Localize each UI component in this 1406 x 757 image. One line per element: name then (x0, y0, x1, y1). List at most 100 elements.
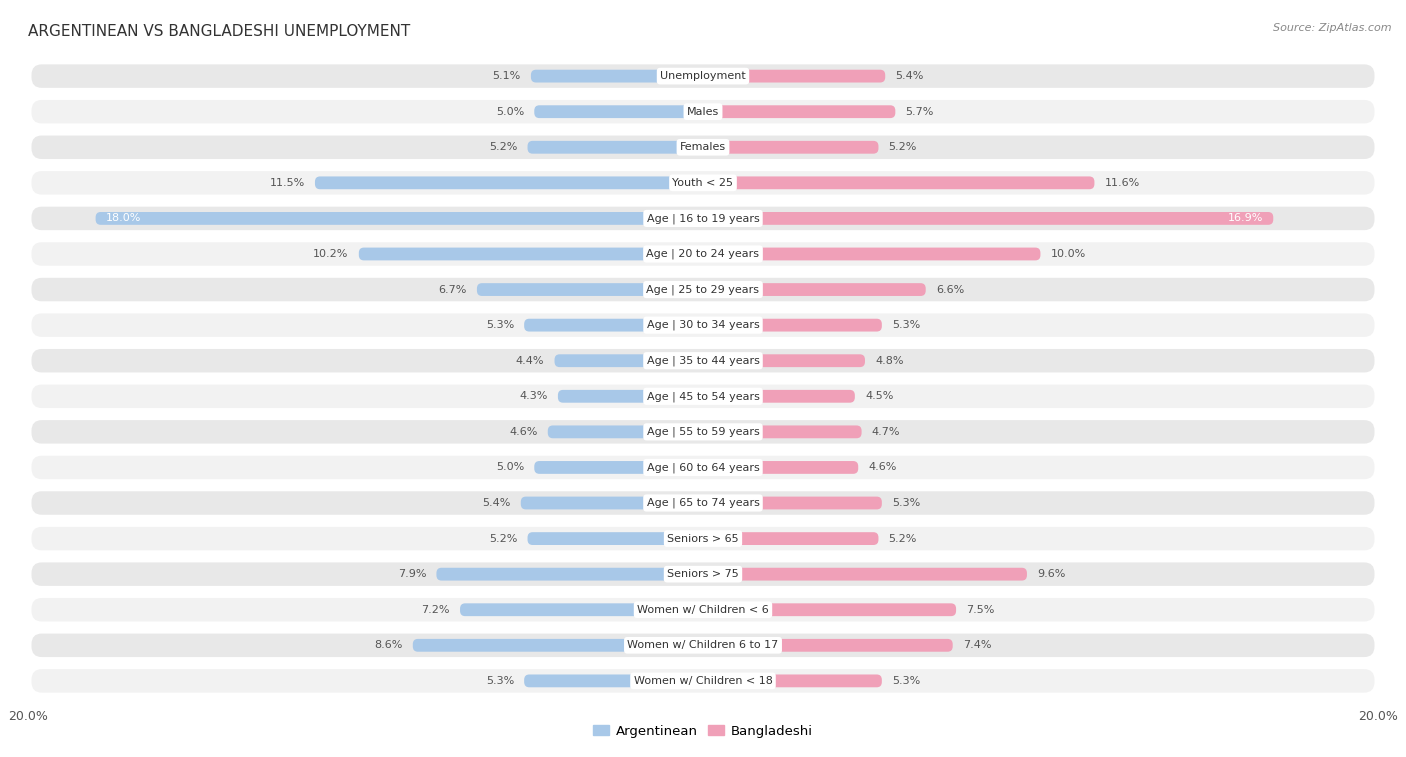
FancyBboxPatch shape (31, 491, 1375, 515)
FancyBboxPatch shape (703, 461, 858, 474)
FancyBboxPatch shape (31, 278, 1375, 301)
Text: ARGENTINEAN VS BANGLADESHI UNEMPLOYMENT: ARGENTINEAN VS BANGLADESHI UNEMPLOYMENT (28, 24, 411, 39)
Text: Unemployment: Unemployment (661, 71, 745, 81)
FancyBboxPatch shape (527, 141, 703, 154)
Text: 11.5%: 11.5% (270, 178, 305, 188)
FancyBboxPatch shape (534, 105, 703, 118)
FancyBboxPatch shape (520, 497, 703, 509)
FancyBboxPatch shape (534, 461, 703, 474)
Text: 5.0%: 5.0% (496, 463, 524, 472)
Text: 5.0%: 5.0% (496, 107, 524, 117)
FancyBboxPatch shape (703, 283, 925, 296)
Text: Age | 25 to 29 years: Age | 25 to 29 years (647, 285, 759, 294)
Text: 6.6%: 6.6% (936, 285, 965, 294)
Text: Age | 45 to 54 years: Age | 45 to 54 years (647, 391, 759, 401)
Text: 6.7%: 6.7% (439, 285, 467, 294)
FancyBboxPatch shape (703, 674, 882, 687)
FancyBboxPatch shape (703, 248, 1040, 260)
FancyBboxPatch shape (31, 242, 1375, 266)
FancyBboxPatch shape (703, 390, 855, 403)
FancyBboxPatch shape (31, 64, 1375, 88)
Text: Males: Males (688, 107, 718, 117)
FancyBboxPatch shape (703, 497, 882, 509)
Text: 5.3%: 5.3% (486, 676, 515, 686)
Text: Women w/ Children < 6: Women w/ Children < 6 (637, 605, 769, 615)
Text: 5.3%: 5.3% (891, 498, 920, 508)
Text: Seniors > 75: Seniors > 75 (666, 569, 740, 579)
FancyBboxPatch shape (31, 598, 1375, 621)
Text: 7.2%: 7.2% (422, 605, 450, 615)
FancyBboxPatch shape (31, 456, 1375, 479)
FancyBboxPatch shape (703, 354, 865, 367)
FancyBboxPatch shape (31, 527, 1375, 550)
FancyBboxPatch shape (31, 385, 1375, 408)
FancyBboxPatch shape (703, 603, 956, 616)
Text: 4.8%: 4.8% (875, 356, 904, 366)
Text: Source: ZipAtlas.com: Source: ZipAtlas.com (1274, 23, 1392, 33)
FancyBboxPatch shape (31, 634, 1375, 657)
Text: 4.4%: 4.4% (516, 356, 544, 366)
Text: Age | 55 to 59 years: Age | 55 to 59 years (647, 427, 759, 437)
Text: 5.7%: 5.7% (905, 107, 934, 117)
Text: 7.5%: 7.5% (966, 605, 994, 615)
Text: 16.9%: 16.9% (1227, 213, 1263, 223)
Text: 7.4%: 7.4% (963, 640, 991, 650)
Text: 10.2%: 10.2% (314, 249, 349, 259)
Text: 5.4%: 5.4% (482, 498, 510, 508)
Text: Age | 30 to 34 years: Age | 30 to 34 years (647, 320, 759, 330)
FancyBboxPatch shape (531, 70, 703, 83)
Text: 5.2%: 5.2% (489, 534, 517, 544)
Text: Females: Females (681, 142, 725, 152)
FancyBboxPatch shape (703, 105, 896, 118)
Text: 5.3%: 5.3% (486, 320, 515, 330)
Text: Women w/ Children < 18: Women w/ Children < 18 (634, 676, 772, 686)
FancyBboxPatch shape (703, 639, 953, 652)
Text: Seniors > 65: Seniors > 65 (668, 534, 738, 544)
Text: 10.0%: 10.0% (1050, 249, 1085, 259)
FancyBboxPatch shape (548, 425, 703, 438)
FancyBboxPatch shape (31, 562, 1375, 586)
FancyBboxPatch shape (524, 674, 703, 687)
FancyBboxPatch shape (413, 639, 703, 652)
Text: 5.2%: 5.2% (889, 534, 917, 544)
FancyBboxPatch shape (436, 568, 703, 581)
Text: 5.2%: 5.2% (489, 142, 517, 152)
FancyBboxPatch shape (703, 176, 1094, 189)
FancyBboxPatch shape (31, 313, 1375, 337)
Text: 4.6%: 4.6% (509, 427, 537, 437)
Text: 5.4%: 5.4% (896, 71, 924, 81)
Text: Age | 65 to 74 years: Age | 65 to 74 years (647, 498, 759, 508)
Legend: Argentinean, Bangladeshi: Argentinean, Bangladeshi (588, 719, 818, 743)
FancyBboxPatch shape (703, 319, 882, 332)
FancyBboxPatch shape (31, 420, 1375, 444)
FancyBboxPatch shape (31, 669, 1375, 693)
FancyBboxPatch shape (31, 100, 1375, 123)
FancyBboxPatch shape (524, 319, 703, 332)
Text: Age | 60 to 64 years: Age | 60 to 64 years (647, 463, 759, 472)
FancyBboxPatch shape (703, 425, 862, 438)
FancyBboxPatch shape (359, 248, 703, 260)
FancyBboxPatch shape (558, 390, 703, 403)
Text: 4.6%: 4.6% (869, 463, 897, 472)
FancyBboxPatch shape (31, 207, 1375, 230)
FancyBboxPatch shape (31, 349, 1375, 372)
Text: 5.3%: 5.3% (891, 676, 920, 686)
Text: 5.1%: 5.1% (492, 71, 520, 81)
Text: Youth < 25: Youth < 25 (672, 178, 734, 188)
FancyBboxPatch shape (703, 141, 879, 154)
FancyBboxPatch shape (703, 70, 886, 83)
Text: Age | 35 to 44 years: Age | 35 to 44 years (647, 356, 759, 366)
FancyBboxPatch shape (703, 532, 879, 545)
FancyBboxPatch shape (703, 212, 1274, 225)
FancyBboxPatch shape (315, 176, 703, 189)
FancyBboxPatch shape (703, 568, 1026, 581)
Text: 7.9%: 7.9% (398, 569, 426, 579)
Text: 5.3%: 5.3% (891, 320, 920, 330)
Text: 8.6%: 8.6% (374, 640, 402, 650)
FancyBboxPatch shape (31, 136, 1375, 159)
Text: 4.5%: 4.5% (865, 391, 893, 401)
Text: 4.7%: 4.7% (872, 427, 900, 437)
Text: 11.6%: 11.6% (1105, 178, 1140, 188)
FancyBboxPatch shape (554, 354, 703, 367)
Text: Age | 16 to 19 years: Age | 16 to 19 years (647, 213, 759, 223)
